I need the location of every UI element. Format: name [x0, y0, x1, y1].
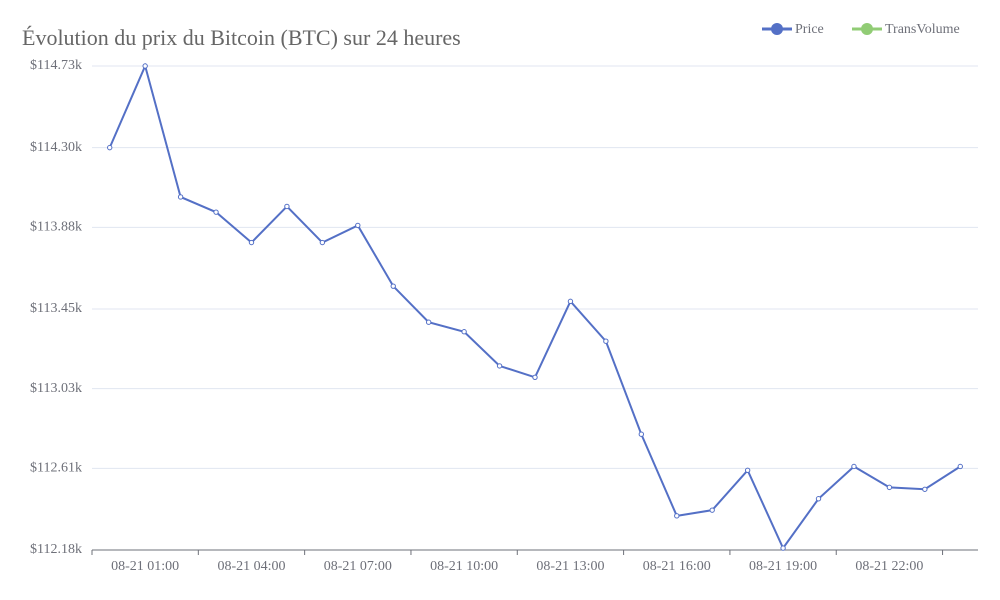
y-tick-label: $113.45k	[30, 301, 82, 316]
point	[496, 363, 503, 369]
point	[319, 239, 326, 246]
y-tick-label: $112.18k	[30, 542, 82, 557]
legend-marker	[771, 23, 783, 35]
point	[142, 63, 148, 69]
point	[567, 298, 574, 305]
y-tick-label: $113.88k	[30, 220, 82, 235]
point	[390, 283, 396, 289]
point	[886, 484, 893, 491]
x-tick-label: 08-21 16:00	[643, 559, 711, 574]
point	[922, 486, 928, 492]
point	[851, 463, 857, 470]
point	[638, 431, 645, 437]
x-tick-label: 08-21 10:00	[430, 559, 498, 574]
point	[674, 513, 680, 519]
y-tick-label: $114.73k	[30, 58, 82, 73]
point	[957, 463, 963, 470]
x-tick-label: 08-21 19:00	[749, 559, 817, 574]
point	[603, 338, 609, 344]
legend-marker	[861, 23, 873, 35]
point	[284, 203, 290, 210]
point	[532, 374, 538, 380]
price-line	[108, 62, 961, 551]
point	[213, 209, 219, 215]
point	[780, 545, 786, 551]
y-tick-label: $113.03k	[30, 381, 82, 396]
point	[248, 239, 255, 246]
legend-label[interactable]: TransVolume	[885, 22, 960, 37]
x-tick-label: 08-21 04:00	[217, 559, 285, 574]
x-tick-label: 08-21 13:00	[536, 559, 604, 574]
legend-label[interactable]: Price	[795, 22, 824, 37]
x-tick-label: 08-21 07:00	[324, 559, 392, 574]
x-tick-label: 08-21 22:00	[855, 559, 923, 574]
y-tick-label: $112.61k	[30, 461, 82, 476]
point	[177, 194, 184, 200]
point	[815, 496, 822, 502]
point	[107, 144, 113, 151]
point	[425, 319, 432, 325]
point	[744, 467, 751, 473]
chart-title: Évolution du prix du Bitcoin (BTC) sur 2…	[22, 25, 461, 50]
y-tick-label: $114.30k	[30, 140, 82, 155]
point	[709, 507, 715, 513]
point	[461, 329, 467, 335]
x-tick-label: 08-21 01:00	[111, 559, 179, 574]
point	[355, 222, 361, 229]
